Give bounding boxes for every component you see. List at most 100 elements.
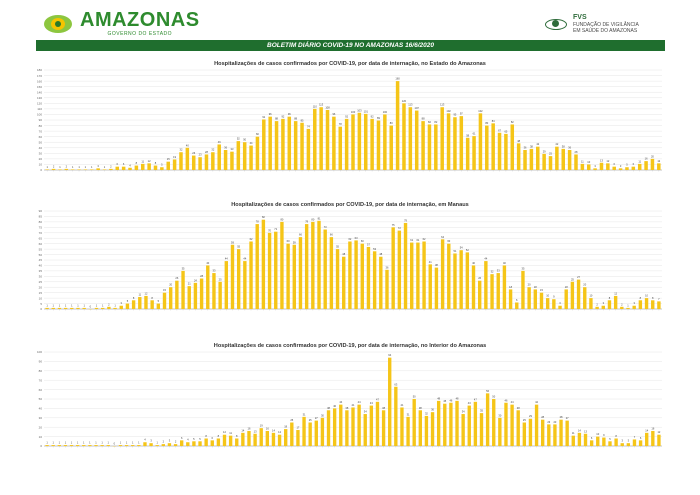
data-label: 120 bbox=[402, 99, 407, 103]
chart-title: Hospitalizações de casos confirmados por… bbox=[214, 343, 486, 349]
data-label: 71 bbox=[274, 227, 277, 231]
data-label: 40 bbox=[206, 261, 209, 265]
data-label: 3 bbox=[169, 439, 171, 443]
eye-icon bbox=[545, 15, 567, 33]
data-label: 1 bbox=[53, 303, 55, 307]
data-label: 81 bbox=[318, 216, 321, 220]
bar bbox=[357, 404, 361, 446]
y-tick-label: 0 bbox=[40, 307, 42, 311]
data-label: 92 bbox=[281, 114, 284, 118]
data-label: 15 bbox=[540, 288, 543, 292]
bar bbox=[631, 166, 636, 170]
bar bbox=[292, 244, 296, 309]
data-label: 5 bbox=[127, 299, 129, 303]
data-label: 25 bbox=[290, 418, 293, 422]
data-label: 1 bbox=[126, 441, 128, 445]
bar bbox=[351, 407, 355, 446]
data-label: 2 bbox=[596, 302, 598, 306]
data-label: 88 bbox=[422, 117, 425, 121]
bar bbox=[508, 289, 513, 309]
bar bbox=[586, 164, 591, 170]
data-label: 0 bbox=[90, 305, 92, 309]
bar bbox=[657, 301, 661, 309]
data-label: 1 bbox=[65, 441, 67, 445]
data-label: 36 bbox=[524, 146, 527, 150]
y-tick-label: 70 bbox=[39, 231, 43, 235]
bar bbox=[118, 445, 123, 446]
bar bbox=[395, 81, 400, 170]
bar bbox=[453, 253, 457, 309]
bar bbox=[249, 241, 253, 309]
data-label: 44 bbox=[484, 257, 487, 261]
bar bbox=[601, 305, 605, 309]
bar bbox=[394, 386, 398, 446]
bar bbox=[206, 265, 210, 309]
bar bbox=[150, 300, 154, 309]
data-label: 160 bbox=[395, 77, 400, 81]
data-label: 43 bbox=[370, 401, 373, 405]
data-label: 6 bbox=[181, 436, 183, 440]
bar bbox=[69, 445, 74, 446]
data-label: 6 bbox=[117, 162, 119, 166]
data-label: 6 bbox=[212, 436, 214, 440]
data-label: 88 bbox=[275, 117, 278, 121]
data-label: 44 bbox=[511, 400, 514, 404]
data-label: 18 bbox=[565, 285, 568, 289]
data-label: 42 bbox=[536, 142, 539, 146]
bar bbox=[338, 126, 343, 170]
data-label: 3 bbox=[622, 439, 624, 443]
y-tick-label: 140 bbox=[37, 90, 42, 94]
bar bbox=[274, 121, 279, 170]
bar bbox=[77, 169, 81, 170]
data-label: 48 bbox=[456, 396, 459, 400]
data-label: 12 bbox=[657, 159, 660, 163]
bar bbox=[430, 412, 435, 446]
data-label: 28 bbox=[560, 415, 563, 419]
data-label: 27 bbox=[577, 275, 580, 279]
bar bbox=[268, 116, 272, 170]
data-label: 97 bbox=[460, 112, 463, 116]
data-label: 42 bbox=[555, 142, 558, 146]
data-label: 33 bbox=[231, 147, 234, 151]
bar bbox=[265, 430, 270, 446]
data-label: 60 bbox=[287, 239, 290, 243]
bar bbox=[137, 445, 141, 446]
data-label: 70 bbox=[268, 228, 271, 232]
data-label: 33 bbox=[213, 269, 216, 273]
data-label: 46 bbox=[505, 398, 508, 402]
data-label: 1 bbox=[102, 303, 104, 307]
data-label: 1 bbox=[78, 165, 80, 169]
data-label: 8 bbox=[640, 296, 642, 300]
bar bbox=[479, 413, 484, 446]
data-label: 21 bbox=[188, 282, 191, 286]
bar bbox=[612, 166, 616, 170]
data-label: 61 bbox=[473, 132, 476, 136]
bar bbox=[614, 438, 618, 446]
header: AMAZONAS GOVERNO DO ESTADO FVS FUNDAÇÃO … bbox=[0, 0, 700, 38]
bar bbox=[485, 393, 490, 446]
bar bbox=[580, 163, 585, 170]
y-tick-label: 30 bbox=[39, 416, 43, 420]
data-label: 27 bbox=[315, 416, 318, 420]
bar bbox=[313, 108, 317, 170]
bar bbox=[618, 168, 623, 170]
data-label: 11 bbox=[638, 159, 641, 163]
bar bbox=[632, 439, 637, 446]
data-label: 8 bbox=[615, 434, 617, 438]
bar bbox=[490, 274, 494, 309]
y-tick-label: 90 bbox=[39, 118, 43, 122]
data-label: 29 bbox=[543, 149, 546, 153]
y-tick-label: 0 bbox=[40, 444, 42, 448]
bar bbox=[274, 231, 278, 309]
bar bbox=[173, 444, 178, 446]
bar bbox=[348, 241, 352, 309]
data-label: 38 bbox=[530, 144, 533, 148]
bar bbox=[332, 408, 337, 446]
bar bbox=[553, 424, 557, 446]
data-label: 20 bbox=[528, 283, 531, 287]
data-label: 40 bbox=[186, 143, 189, 147]
data-label: 43 bbox=[468, 401, 471, 405]
data-label: 25 bbox=[219, 277, 222, 281]
bar bbox=[496, 273, 500, 309]
bar bbox=[57, 445, 61, 446]
